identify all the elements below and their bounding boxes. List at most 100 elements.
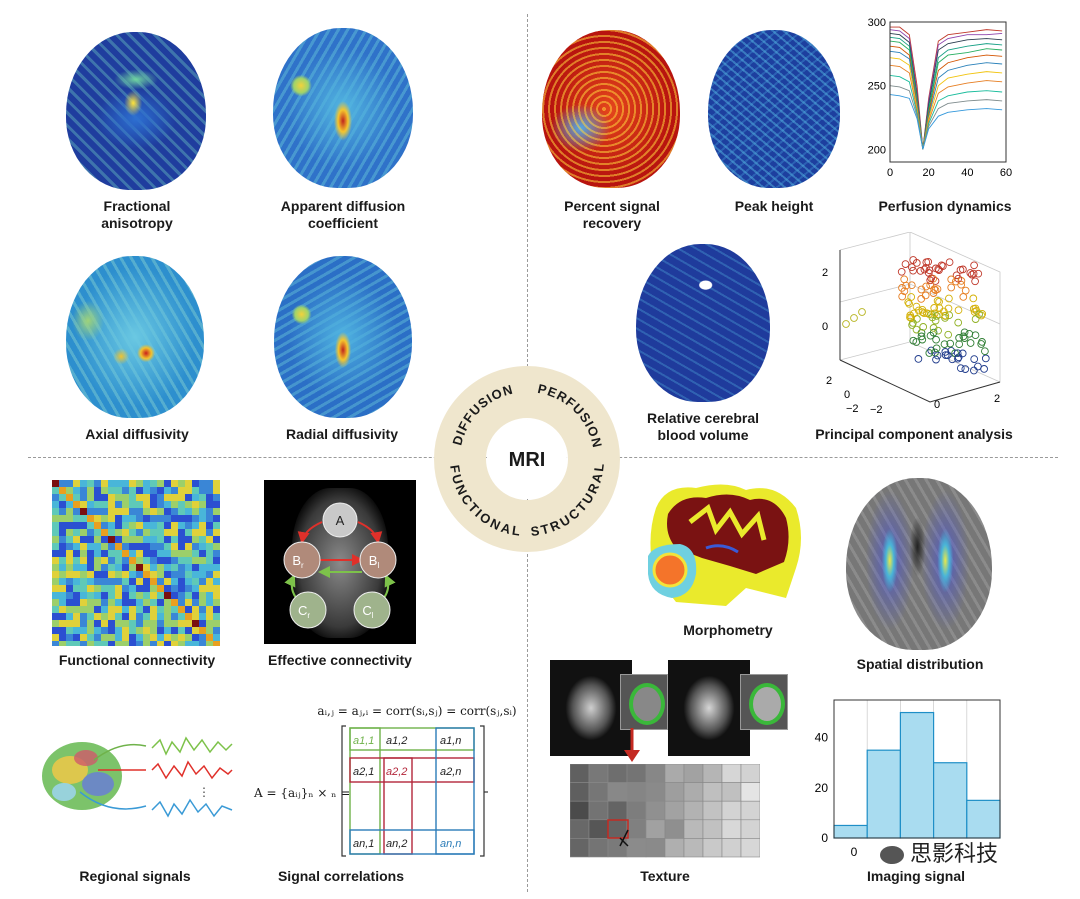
fc-cell	[150, 613, 157, 620]
fc-cell	[129, 578, 136, 585]
fc-cell	[66, 578, 73, 585]
pca-y-tick-neg2: −2	[846, 403, 859, 415]
perfusion-series-8	[889, 57, 1003, 150]
fc-cell	[136, 599, 143, 606]
fc-cell	[150, 508, 157, 515]
fc-cell	[199, 641, 206, 646]
fc-cell	[115, 529, 122, 536]
cell-a2n: a2,n	[440, 766, 461, 778]
fc-cell	[59, 529, 66, 536]
fc-cell	[178, 543, 185, 550]
fc-cell	[52, 487, 59, 494]
fc-cell	[178, 522, 185, 529]
texture-cell	[588, 782, 609, 802]
fc-cell	[136, 508, 143, 515]
pca-point	[960, 334, 969, 342]
fc-cell	[150, 494, 157, 501]
texture-caption: Texture	[640, 868, 690, 884]
fc-cell	[80, 529, 87, 536]
fc-cell	[136, 641, 143, 646]
fc-cell	[122, 571, 129, 578]
fc-cell	[52, 613, 59, 620]
fc-cell	[101, 571, 108, 578]
percent-signal-recovery-map	[542, 30, 680, 188]
fc-cell	[115, 494, 122, 501]
pca-point	[947, 346, 956, 355]
perfusion-series-10	[889, 75, 1003, 150]
fc-cell	[206, 515, 213, 522]
fc-cell	[199, 620, 206, 627]
fc-cell	[59, 585, 66, 592]
fc-cell	[73, 613, 80, 620]
pca-y-tick-0: 0	[844, 389, 850, 401]
fc-cell	[136, 578, 143, 585]
fc-cell	[87, 536, 94, 543]
fc-cell	[171, 613, 178, 620]
fc-cell	[178, 634, 185, 641]
fc-cell	[115, 620, 122, 627]
fc-cell	[52, 585, 59, 592]
fc-cell	[108, 543, 115, 550]
fc-cell	[136, 480, 143, 487]
fc-cell	[213, 515, 220, 522]
fc-cell	[164, 592, 171, 599]
pca-point	[897, 267, 906, 276]
fc-cell	[52, 508, 59, 515]
fc-cell	[206, 578, 213, 585]
pca-point	[941, 311, 950, 320]
fc-cell	[73, 606, 80, 613]
fc-cell	[101, 522, 108, 529]
fc-cell	[52, 550, 59, 557]
fc-cell	[101, 578, 108, 585]
fc-cell	[94, 627, 101, 634]
fc-cell	[164, 599, 171, 606]
pca-point	[978, 338, 986, 346]
pca-point	[978, 310, 987, 318]
fc-cell	[157, 578, 164, 585]
pca-point	[912, 259, 921, 267]
texture-cell	[683, 782, 704, 802]
fc-cell	[136, 585, 143, 592]
histogram-y-ticks: 0 20 40	[815, 731, 829, 845]
fc-cell	[171, 550, 178, 557]
fc-cell	[192, 515, 199, 522]
fc-cell	[213, 606, 220, 613]
fc-cell	[157, 599, 164, 606]
texture-cell	[588, 764, 609, 783]
pca-point	[916, 267, 925, 275]
fc-cell	[66, 564, 73, 571]
fc-cell	[213, 564, 220, 571]
pca-point	[937, 261, 946, 270]
fc-cell	[185, 564, 192, 571]
fc-cell	[73, 620, 80, 627]
perfusion-xtick-20: 20	[923, 167, 935, 179]
fc-cell	[143, 557, 150, 564]
fc-cell	[59, 557, 66, 564]
perfusion-ytick-300: 300	[868, 17, 886, 29]
fc-cell	[206, 550, 213, 557]
texture-cell	[683, 838, 704, 858]
fc-cell	[136, 543, 143, 550]
fc-cell	[115, 634, 122, 641]
cell-a11: a1,1	[353, 735, 374, 747]
fc-cell	[80, 494, 87, 501]
fc-cell	[136, 620, 143, 627]
fc-cell	[185, 515, 192, 522]
fc-cell	[101, 501, 108, 508]
histogram-bar-3	[899, 711, 935, 839]
fc-cell	[94, 634, 101, 641]
perfusion-ytick-200: 200	[868, 144, 886, 156]
histogram-bar-2	[866, 749, 901, 839]
fc-cell	[185, 599, 192, 606]
fc-cell	[164, 515, 171, 522]
perfusion-xtick-60: 60	[1000, 167, 1012, 179]
pca-point	[934, 326, 942, 335]
fc-cell	[185, 557, 192, 564]
fc-cell	[115, 599, 122, 606]
pca-point	[932, 312, 941, 320]
fc-cell	[150, 515, 157, 522]
fc-cell	[87, 578, 94, 585]
pca-point	[904, 298, 913, 307]
fc-cell	[150, 571, 157, 578]
pca-point	[971, 331, 980, 340]
